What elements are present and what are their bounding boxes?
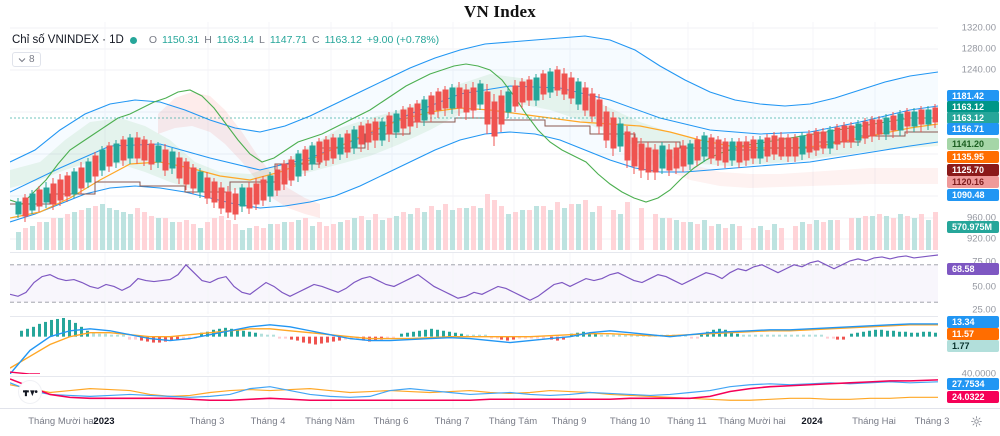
price-gridline-label: 960.00 <box>966 212 996 224</box>
adx-gridline-label: 40.0000 <box>961 368 996 380</box>
rsi-badge[interactable]: 68.58 <box>947 263 999 275</box>
close-value: 1163.12 <box>324 34 362 46</box>
time-label: Tháng Mười hai <box>28 416 96 427</box>
time-label: Tháng 9 <box>551 416 587 427</box>
macd-badge-macd[interactable]: 13.34 <box>947 316 999 328</box>
gear-glyph-icon <box>971 416 982 427</box>
macd-line <box>10 323 938 374</box>
price-gridline-label: 1240.00 <box>961 64 996 76</box>
price-badge-span[interactable]: 1163.12 <box>947 112 999 124</box>
open-label: O <box>148 34 158 46</box>
tv-glyph-icon <box>22 390 37 397</box>
macd-histogram <box>20 317 937 345</box>
adx-chart-svg <box>10 377 938 408</box>
chevron-down-icon <box>18 57 26 62</box>
price-gridline-label: 1280.00 <box>961 43 996 55</box>
price-gridline-label: 920.00 <box>966 233 996 245</box>
adx-badge-di[interactable]: 24.0322 <box>947 391 999 403</box>
time-axis[interactable]: Tháng Mười hai 2023 Tháng 3 Tháng 4 Thán… <box>0 408 1000 436</box>
time-label: Tháng 3 <box>189 416 225 427</box>
price-axis[interactable]: 1320.00 1280.00 1240.00 1000.00 960.00 9… <box>938 22 1000 436</box>
bollinger-lower-line <box>10 131 938 223</box>
open-value: 1150.31 <box>162 34 200 46</box>
time-label: Tháng Năm <box>305 416 355 427</box>
price-badge-bb-basis[interactable]: 1156.71 <box>947 123 999 135</box>
high-value: 1163.14 <box>216 34 254 46</box>
rsi-gridline-label: 75.00 <box>972 256 996 268</box>
macd-badge-hist[interactable]: 1.77 <box>947 340 999 352</box>
price-badge-close[interactable]: 1163.12 <box>947 101 999 113</box>
time-label: Tháng 3 <box>914 416 950 427</box>
bollinger-upper-line <box>10 35 938 163</box>
price-badge-kijun[interactable]: 1141.20 <box>947 138 999 150</box>
status-dot <box>129 36 137 44</box>
rsi-line <box>10 254 938 301</box>
collapse-badge[interactable]: 8 <box>12 52 41 67</box>
ichimoku-cloud-red-2 <box>630 140 938 188</box>
change-value: +9.00 (+0.78%) <box>366 34 440 46</box>
rsi-gridline-label: 50.00 <box>972 281 996 293</box>
price-badge-ichimoku-base[interactable]: 1120.16 <box>947 176 999 188</box>
pane-macd[interactable] <box>10 316 938 374</box>
low-label: L <box>258 34 265 46</box>
macd-signal-line <box>10 324 938 369</box>
pane-price[interactable] <box>10 22 938 250</box>
price-chart-svg <box>10 22 938 250</box>
rsi-gridlines <box>104 253 876 314</box>
macd-chart-svg <box>10 317 938 374</box>
time-label: Tháng Hai <box>852 416 896 427</box>
time-label: Tháng 10 <box>609 416 651 427</box>
ohlc-readout: O 1150.31 H 1163.14 L 1147.71 C 1163.12 +9.0… <box>149 34 439 46</box>
adx-pink-line <box>10 378 938 402</box>
time-label: Tháng 7 <box>434 416 470 427</box>
plot-area[interactable] <box>10 22 938 412</box>
pane-rsi[interactable] <box>10 252 938 314</box>
time-label-year: 2023 <box>93 416 115 427</box>
rsi-band-fill <box>10 264 938 303</box>
tradingview-logo-icon[interactable] <box>18 380 42 404</box>
symbol-label[interactable]: Chỉ số VNINDEX · 1D <box>12 34 124 46</box>
price-gridline-label: 1320.00 <box>961 22 996 34</box>
price-badge-ma-fast[interactable]: 1135.95 <box>947 151 999 163</box>
time-label: Tháng 11 <box>667 416 707 427</box>
bollinger-band-fill <box>10 36 938 222</box>
collapse-count: 8 <box>29 54 35 65</box>
adx-badge-adx[interactable]: 27.7534 <box>947 378 999 390</box>
low-value: 1147.71 <box>269 34 308 46</box>
rsi-gridline-label: 25.00 <box>972 304 996 316</box>
volume-badge[interactable]: 570.975M <box>947 221 999 233</box>
macd-pink-tail <box>10 371 40 374</box>
close-label: C <box>312 34 320 46</box>
price-badge-bb-lower[interactable]: 1090.48 <box>947 189 999 201</box>
settings-gear-icon[interactable] <box>971 414 982 432</box>
volume-bars <box>16 194 938 250</box>
time-label: Tháng 6 <box>373 416 409 427</box>
time-label-year: 2024 <box>801 416 823 427</box>
ichimoku-cloud-green <box>10 74 938 192</box>
time-label: Tháng Tám <box>488 416 538 427</box>
pane-adx[interactable] <box>10 376 938 408</box>
adx-blue-line <box>10 381 938 398</box>
high-label: H <box>204 34 212 46</box>
macd-gridlines <box>104 317 876 374</box>
price-badge-ma-slow[interactable]: 1125.70 <box>947 164 999 176</box>
macd-badge-signal[interactable]: 11.57 <box>947 328 999 340</box>
candlesticks <box>15 66 938 222</box>
rsi-chart-svg <box>10 253 938 314</box>
time-label: Tháng 4 <box>250 416 286 427</box>
time-label: Tháng Mười hai <box>718 416 786 427</box>
price-badge-bb-upper[interactable]: 1181.42 <box>947 90 999 102</box>
page-title: VN Index <box>464 2 536 21</box>
